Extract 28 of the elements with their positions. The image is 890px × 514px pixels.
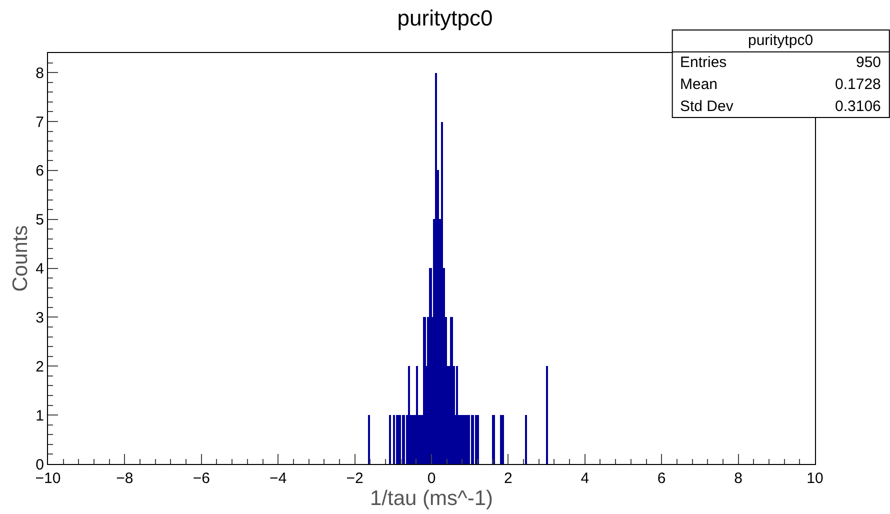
x-axis-title: 1/tau (ms^-1) [370, 487, 494, 510]
x-tick-label: −4 [270, 470, 287, 487]
annotation: Mean [680, 76, 718, 93]
text: 0.3106 [835, 98, 881, 115]
x-tick-label: −8 [116, 470, 134, 487]
chart-title: puritytpc0 [397, 6, 493, 31]
text: puritytpc0 [748, 32, 814, 49]
x-tick-label: 8 [734, 470, 742, 487]
x-tick-label: −6 [192, 470, 210, 487]
text: 950 [856, 54, 882, 71]
text: 0.1728 [835, 76, 881, 93]
x-tick-label: −2 [346, 470, 364, 487]
annotation: Entries [680, 54, 727, 71]
y-tick-label: 5 [36, 212, 44, 229]
y-tick-label: 8 [36, 64, 44, 82]
x-tick-label: 4 [580, 470, 590, 487]
x-tick-label: 10 [806, 470, 824, 487]
y-tick-label: 6 [36, 162, 44, 180]
x-tick-label: 0 [427, 470, 436, 487]
x-tick-label: 2 [504, 470, 512, 487]
y-tick-label: 4 [36, 260, 44, 278]
y-tick-label: 1 [36, 407, 44, 424]
annotation: Std Dev [680, 98, 734, 115]
y-tick-label: 7 [36, 114, 44, 131]
x-tick-label: 6 [657, 470, 666, 487]
y-tick-label: 3 [36, 309, 44, 326]
y-tick-label: 2 [36, 358, 44, 376]
y-axis-title: Counts [8, 225, 32, 292]
